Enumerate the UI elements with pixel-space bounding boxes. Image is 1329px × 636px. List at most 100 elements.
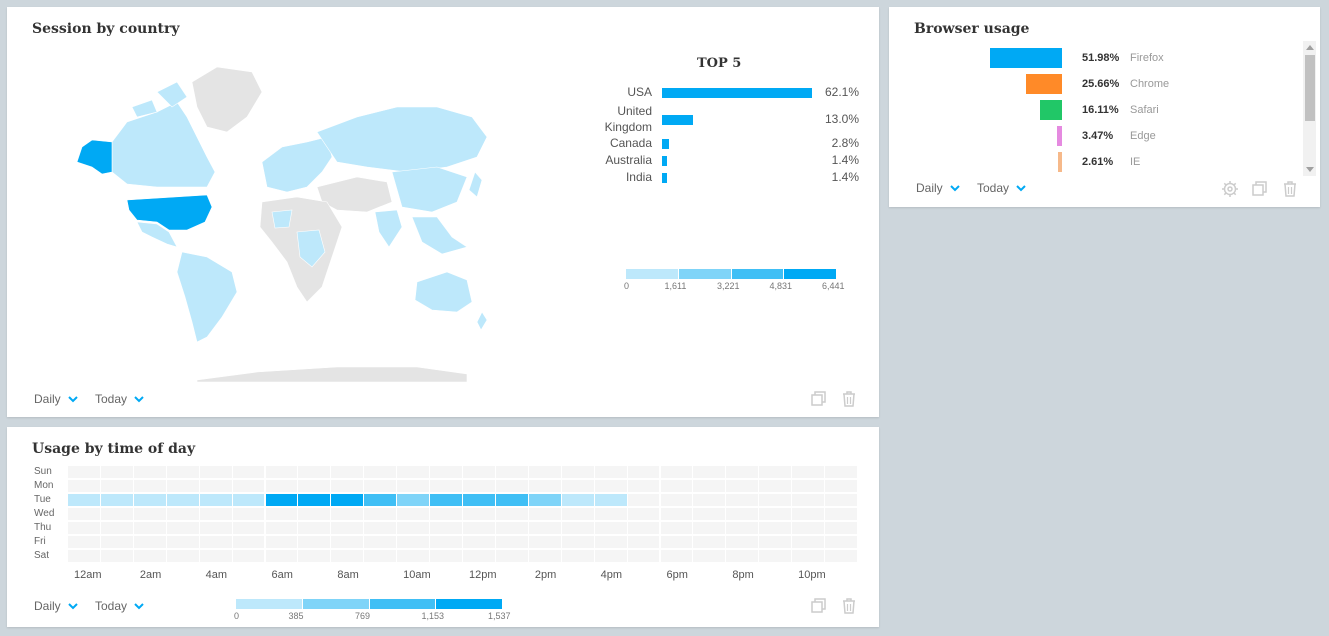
heatmap-cell[interactable] [594, 522, 627, 534]
heatmap-cell[interactable] [693, 550, 726, 562]
heatmap-cell[interactable] [166, 536, 199, 548]
heatmap-cell[interactable] [495, 480, 528, 492]
heatmap-cell[interactable] [660, 522, 693, 534]
heatmap-cell[interactable] [627, 550, 660, 562]
heatmap-cell[interactable] [726, 494, 759, 506]
heatmap-cell[interactable] [265, 480, 298, 492]
heatmap-cell[interactable] [594, 494, 627, 506]
heatmap-cell[interactable] [199, 536, 232, 548]
heatmap-cell[interactable] [561, 550, 594, 562]
heatmap-cell[interactable] [100, 522, 133, 534]
heatmap-cell[interactable] [463, 550, 495, 562]
heatmap-cell[interactable] [331, 536, 364, 548]
heatmap-cell[interactable] [100, 508, 133, 520]
heatmap-cell[interactable] [265, 522, 298, 534]
heatmap-cell[interactable] [726, 536, 759, 548]
duplicate-icon[interactable] [810, 597, 828, 615]
heatmap-cell[interactable] [594, 550, 627, 562]
heatmap-cell[interactable] [561, 508, 594, 520]
heatmap-cell[interactable] [627, 480, 660, 492]
heatmap-cell[interactable] [298, 494, 331, 506]
heatmap-cell[interactable] [364, 550, 397, 562]
heatmap-cell[interactable] [825, 550, 857, 562]
heatmap-cell[interactable] [627, 522, 660, 534]
heatmap-cell[interactable] [133, 536, 166, 548]
interval-dropdown[interactable]: Daily [34, 599, 78, 613]
heatmap-cell[interactable] [825, 466, 857, 478]
heatmap-cell[interactable] [397, 550, 430, 562]
heatmap-cell[interactable] [792, 536, 825, 548]
heatmap-cell[interactable] [133, 508, 166, 520]
heatmap-cell[interactable] [232, 480, 265, 492]
heatmap-cell[interactable] [528, 536, 561, 548]
heatmap-cell[interactable] [495, 522, 528, 534]
heatmap-cell[interactable] [331, 466, 364, 478]
heatmap-cell[interactable] [825, 536, 857, 548]
trash-icon[interactable] [840, 390, 858, 408]
heatmap-cell[interactable] [495, 508, 528, 520]
heatmap-cell[interactable] [726, 480, 759, 492]
heatmap-cell[interactable] [528, 466, 561, 478]
heatmap-cell[interactable] [364, 536, 397, 548]
heatmap-cell[interactable] [265, 550, 298, 562]
heatmap-cell[interactable] [430, 522, 462, 534]
range-dropdown[interactable]: Today [95, 599, 144, 613]
heatmap-cell[interactable] [792, 494, 825, 506]
browser-list-scrollbar[interactable] [1303, 41, 1316, 176]
heatmap-cell[interactable] [660, 536, 693, 548]
heatmap-grid[interactable] [68, 466, 858, 564]
heatmap-cell[interactable] [430, 480, 462, 492]
heatmap-cell[interactable] [463, 536, 495, 548]
heatmap-cell[interactable] [528, 494, 561, 506]
heatmap-cell[interactable] [166, 466, 199, 478]
heatmap-cell[interactable] [397, 480, 430, 492]
heatmap-cell[interactable] [265, 508, 298, 520]
heatmap-cell[interactable] [660, 494, 693, 506]
heatmap-cell[interactable] [364, 508, 397, 520]
heatmap-cell[interactable] [561, 536, 594, 548]
heatmap-cell[interactable] [68, 494, 100, 506]
heatmap-cell[interactable] [693, 494, 726, 506]
heatmap-cell[interactable] [759, 550, 792, 562]
heatmap-cell[interactable] [693, 466, 726, 478]
heatmap-cell[interactable] [364, 466, 397, 478]
heatmap-cell[interactable] [594, 536, 627, 548]
world-map[interactable] [57, 62, 497, 382]
heatmap-cell[interactable] [693, 522, 726, 534]
heatmap-cell[interactable] [528, 522, 561, 534]
heatmap-cell[interactable] [430, 466, 462, 478]
heatmap-cell[interactable] [792, 466, 825, 478]
trash-icon[interactable] [840, 597, 858, 615]
heatmap-cell[interactable] [430, 508, 462, 520]
heatmap-cell[interactable] [166, 480, 199, 492]
heatmap-cell[interactable] [726, 522, 759, 534]
heatmap-cell[interactable] [792, 508, 825, 520]
heatmap-cell[interactable] [726, 466, 759, 478]
heatmap-cell[interactable] [726, 550, 759, 562]
heatmap-cell[interactable] [331, 508, 364, 520]
heatmap-cell[interactable] [364, 494, 397, 506]
range-dropdown[interactable]: Today [977, 181, 1026, 195]
heatmap-cell[interactable] [364, 522, 397, 534]
heatmap-cell[interactable] [792, 480, 825, 492]
heatmap-cell[interactable] [495, 550, 528, 562]
heatmap-cell[interactable] [627, 466, 660, 478]
heatmap-cell[interactable] [100, 550, 133, 562]
heatmap-cell[interactable] [561, 522, 594, 534]
heatmap-cell[interactable] [232, 466, 265, 478]
heatmap-cell[interactable] [627, 494, 660, 506]
heatmap-cell[interactable] [68, 550, 100, 562]
heatmap-cell[interactable] [825, 522, 857, 534]
heatmap-cell[interactable] [397, 466, 430, 478]
heatmap-cell[interactable] [68, 466, 100, 478]
heatmap-cell[interactable] [100, 480, 133, 492]
heatmap-cell[interactable] [298, 508, 331, 520]
heatmap-cell[interactable] [199, 480, 232, 492]
heatmap-cell[interactable] [133, 550, 166, 562]
heatmap-cell[interactable] [199, 494, 232, 506]
heatmap-cell[interactable] [528, 508, 561, 520]
heatmap-cell[interactable] [166, 550, 199, 562]
heatmap-cell[interactable] [825, 480, 857, 492]
heatmap-cell[interactable] [133, 480, 166, 492]
heatmap-cell[interactable] [660, 466, 693, 478]
